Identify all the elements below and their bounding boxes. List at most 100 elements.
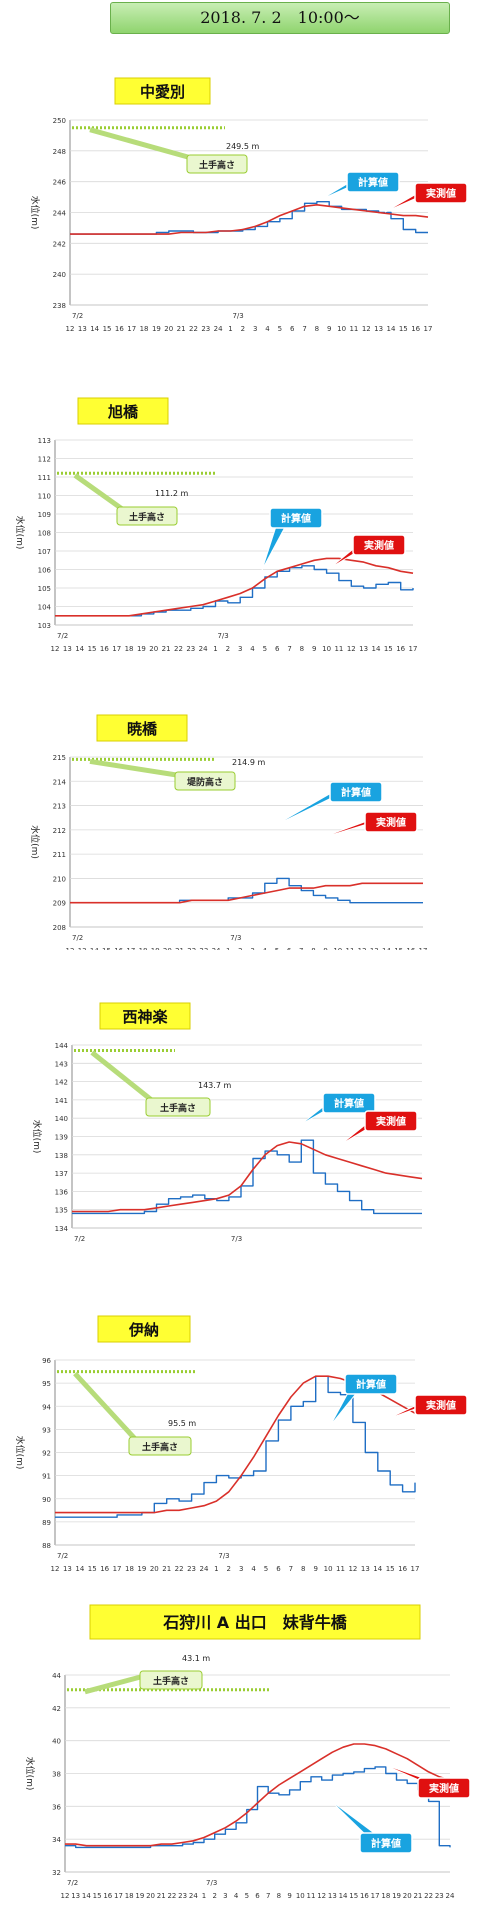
x-tick-label: 17 [126, 947, 135, 950]
callout-calculated-label: 計算値 [356, 1378, 386, 1391]
date-label: 7/3 [206, 1879, 217, 1887]
chart-title-box [77, 397, 169, 425]
x-tick-label: 8 [300, 645, 304, 653]
y-tick-label: 215 [53, 754, 66, 762]
x-tick-label: 12 [347, 645, 356, 653]
threshold-label: 堤防高さ [187, 776, 223, 788]
x-tick-label: 24 [199, 645, 208, 653]
x-tick-label: 16 [411, 325, 420, 333]
x-tick-label: 13 [78, 947, 87, 950]
y-axis-label: 水位(m) [29, 825, 41, 859]
x-tick-label: 16 [100, 645, 109, 653]
y-tick-label: 94 [42, 1403, 51, 1411]
y-tick-label: 137 [55, 1170, 68, 1178]
x-tick-label: 17 [112, 645, 121, 653]
x-tick-label: 15 [102, 947, 111, 950]
date-label: 7/3 [232, 312, 243, 320]
x-tick-label: 10 [333, 947, 342, 950]
x-tick-label: 18 [125, 645, 134, 653]
x-tick-label: 12 [51, 645, 60, 653]
x-tick-label: 5 [275, 947, 279, 950]
series-calculated-line [72, 1139, 422, 1215]
series-measured-line [72, 1141, 423, 1213]
x-tick-label: 14 [90, 947, 99, 950]
x-tick-label: 6 [275, 645, 280, 653]
x-tick-label: 20 [149, 645, 158, 653]
y-tick-label: 89 [42, 1519, 51, 1527]
x-tick-label: 23 [435, 1892, 444, 1900]
y-tick-label: 112 [38, 456, 51, 464]
x-tick-label: 3 [223, 1892, 227, 1900]
y-tick-label: 244 [53, 210, 67, 218]
y-tick-label: 140 [55, 1115, 68, 1123]
callout-measured-box [364, 1110, 418, 1132]
x-tick-label: 4 [265, 325, 270, 333]
callout-calculated-label: 計算値 [334, 1097, 364, 1110]
x-tick-label: 12 [61, 1892, 70, 1900]
date-label: 7/2 [57, 1552, 68, 1560]
x-tick-label: 22 [167, 1892, 176, 1900]
x-tick-label: 1 [226, 947, 230, 950]
threshold-value: 95.5 m [168, 1419, 196, 1428]
x-tick-label: 18 [125, 1565, 134, 1573]
y-tick-label: 135 [55, 1207, 68, 1215]
x-tick-label: 4 [250, 645, 255, 653]
x-tick-label: 13 [359, 645, 368, 653]
series-calculated-line [55, 565, 414, 617]
y-tick-label: 209 [53, 900, 66, 908]
series-measured-line [55, 1375, 416, 1514]
date-label: 7/3 [230, 934, 241, 942]
x-tick-label: 4 [263, 947, 268, 950]
x-tick-label: 15 [384, 645, 393, 653]
y-tick-label: 214 [53, 778, 67, 786]
chart-title: 中愛別 [140, 83, 185, 101]
x-tick-label: 20 [164, 325, 173, 333]
x-tick-label: 17 [424, 325, 433, 333]
chart-akatsukibashi: 暁橋208209210211212213214215水位(m)121314151… [29, 714, 427, 950]
series-calculated-line [55, 1375, 416, 1518]
threshold-value: 111.2 m [155, 489, 188, 498]
x-tick-label: 5 [278, 325, 282, 333]
x-tick-label: 13 [361, 1565, 370, 1573]
x-tick-label: 18 [125, 1892, 134, 1900]
y-tick-label: 141 [55, 1097, 68, 1105]
chart-title: 旭橋 [107, 403, 139, 421]
x-tick-label: 17 [127, 325, 136, 333]
x-tick-label: 6 [287, 947, 292, 950]
chart-title-box [96, 714, 188, 742]
x-tick-label: 7 [302, 325, 306, 333]
x-tick-label: 19 [151, 947, 160, 950]
x-tick-label: 24 [212, 947, 221, 950]
x-tick-label: 3 [253, 325, 257, 333]
y-tick-label: 104 [38, 604, 52, 612]
x-tick-label: 12 [317, 1892, 326, 1900]
x-tick-label: 13 [370, 947, 379, 950]
x-tick-label: 7 [266, 1892, 270, 1900]
x-tick-label: 5 [264, 1565, 268, 1573]
y-tick-label: 109 [38, 511, 51, 519]
threshold-value: 143.7 m [198, 1081, 231, 1090]
y-tick-label: 213 [53, 803, 66, 811]
x-tick-label: 3 [239, 1565, 243, 1573]
threshold-label-box [116, 506, 178, 526]
series-measured-line [70, 882, 423, 904]
x-tick-label: 12 [362, 325, 371, 333]
x-tick-label: 15 [88, 645, 97, 653]
x-tick-label: 12 [66, 947, 75, 950]
x-tick-label: 6 [255, 1892, 260, 1900]
x-tick-label: 18 [140, 325, 149, 333]
y-axis-label: 水位(m) [14, 1436, 26, 1470]
x-tick-label: 12 [348, 1565, 357, 1573]
x-tick-label: 18 [381, 1892, 390, 1900]
date-label: 7/3 [231, 1235, 242, 1243]
x-tick-label: 21 [413, 1892, 422, 1900]
series-measured-line [70, 204, 429, 235]
x-tick-label: 9 [287, 1892, 291, 1900]
y-tick-label: 238 [53, 302, 66, 310]
x-tick-label: 13 [63, 645, 72, 653]
y-tick-label: 95 [42, 1380, 51, 1388]
x-tick-label: 23 [178, 1892, 187, 1900]
x-tick-label: 6 [276, 1565, 281, 1573]
